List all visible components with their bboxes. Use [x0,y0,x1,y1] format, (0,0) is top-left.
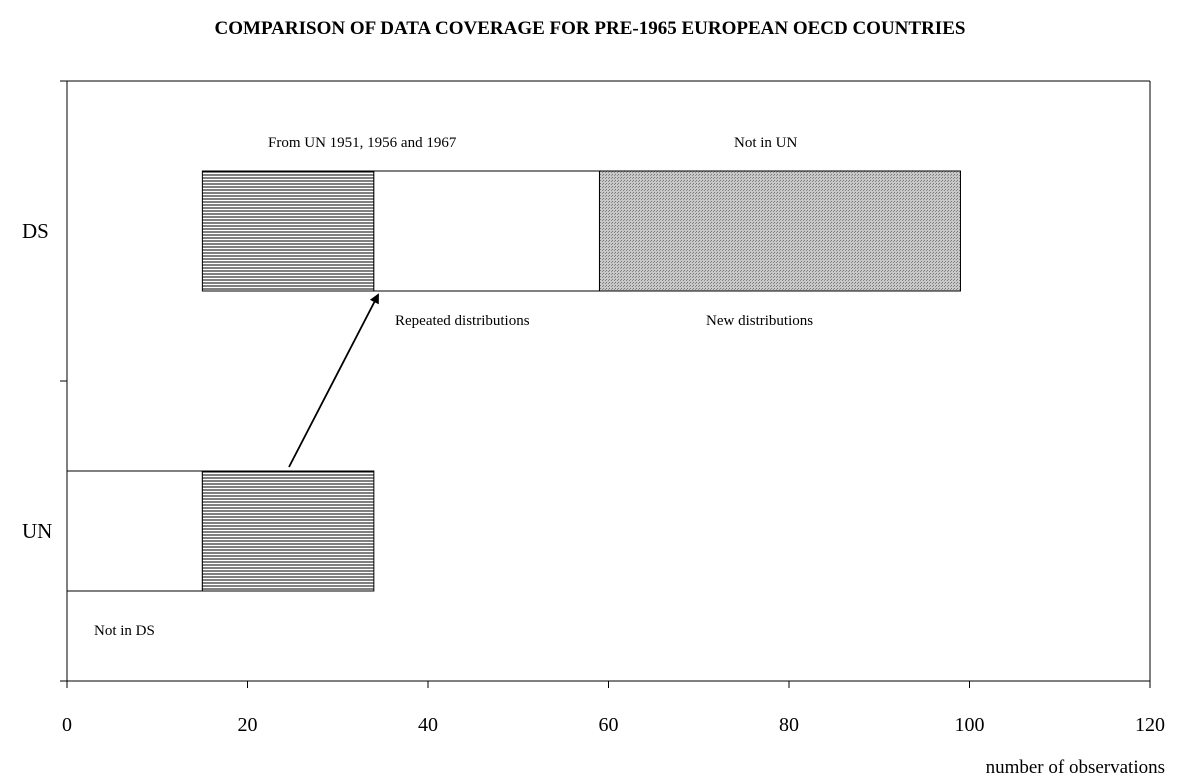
x-tick-label: 100 [955,714,985,736]
x-tick-label: 120 [1135,714,1165,736]
bars [66,170,961,592]
x-tick-label: 20 [238,714,258,736]
annotation-repeated: Repeated distributions [395,313,530,329]
bar-segment-ds-2 [373,170,600,292]
x-tick-label: 0 [62,714,72,736]
category-label-ds: DS [22,219,49,243]
annotation-not-in-un: Not in UN [734,135,798,151]
annotation-not-in-ds: Not in DS [94,623,155,639]
chart-title: COMPARISON OF DATA COVERAGE FOR PRE-1965… [215,18,966,39]
x-tick-label: 80 [779,714,799,736]
category-label-un: UN [22,519,52,543]
plot-area: 0 20 40 60 80 100 120 DS UN From UN 1951, 1956… [22,80,1165,736]
x-tick-label: 40 [418,714,438,736]
bar-segment-un-0 [66,470,203,592]
annotation-new-distributions: New distributions [706,313,813,329]
arrow-un-to-ds [288,293,379,468]
bar-segment-un-1 [201,470,375,592]
x-tick-label: 60 [599,714,619,736]
annotation-from-un: From UN 1951, 1956 and 1967 [268,135,457,151]
bar-segment-ds-3 [598,170,961,292]
bar-segment-ds-1 [201,170,375,292]
x-axis-title: number of observations [986,757,1165,778]
x-ticks: 0 20 40 60 80 100 120 [62,681,1165,736]
